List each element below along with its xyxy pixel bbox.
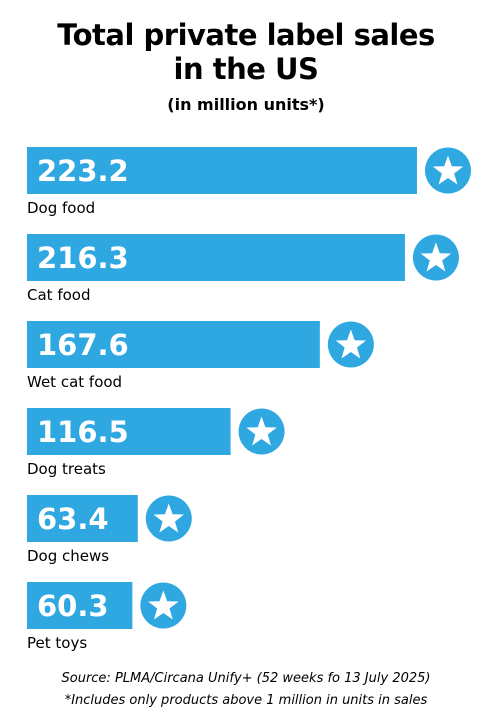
- category-label: Wet cat food: [27, 373, 122, 391]
- star-icon: [246, 416, 277, 446]
- bar-group: 60.3 Pet toys: [27, 582, 187, 652]
- bar: [27, 321, 320, 368]
- star-icon: [153, 503, 184, 533]
- bar-group: 216.3 Cat food: [27, 234, 459, 304]
- bar-value-label: 63.4: [37, 502, 109, 536]
- bar-group: 167.6 Wet cat food: [27, 321, 374, 391]
- bar: [27, 582, 133, 629]
- category-label: Cat food: [27, 286, 90, 304]
- category-label: Pet toys: [27, 634, 87, 652]
- bar: [27, 495, 138, 542]
- star-icon: [420, 242, 452, 272]
- bar: [27, 147, 417, 194]
- bar-value-label: 223.2: [37, 154, 129, 188]
- chart-title: Total private label sales in the US: [0, 18, 492, 86]
- star-icon: [432, 155, 464, 185]
- footnote: *Includes only products above 1 million …: [64, 693, 428, 708]
- chart-title-line-2: in the US: [173, 52, 319, 86]
- chart-title-line-1: Total private label sales: [57, 18, 435, 52]
- source-note: Source: PLMA/Circana Unify+ (52 weeks fo…: [61, 671, 431, 686]
- bar-group: 63.4 Dog chews: [27, 495, 192, 565]
- bar-value-label: 216.3: [37, 241, 129, 275]
- category-label: Dog treats: [27, 460, 106, 478]
- star-icon: [148, 590, 179, 620]
- star-icon: [335, 329, 367, 359]
- category-label: Dog chews: [27, 547, 109, 565]
- bar-value-label: 167.6: [37, 328, 129, 362]
- bar-group: 116.5 Dog treats: [27, 408, 285, 478]
- chart-subtitle: (in million units*): [167, 95, 325, 114]
- bar-value-label: 60.3: [37, 589, 109, 623]
- category-label: Dog food: [27, 199, 95, 217]
- bar: [27, 234, 405, 281]
- bar-value-label: 116.5: [37, 415, 129, 449]
- bar: [27, 408, 231, 455]
- bar-group: 223.2 Dog food: [27, 147, 471, 217]
